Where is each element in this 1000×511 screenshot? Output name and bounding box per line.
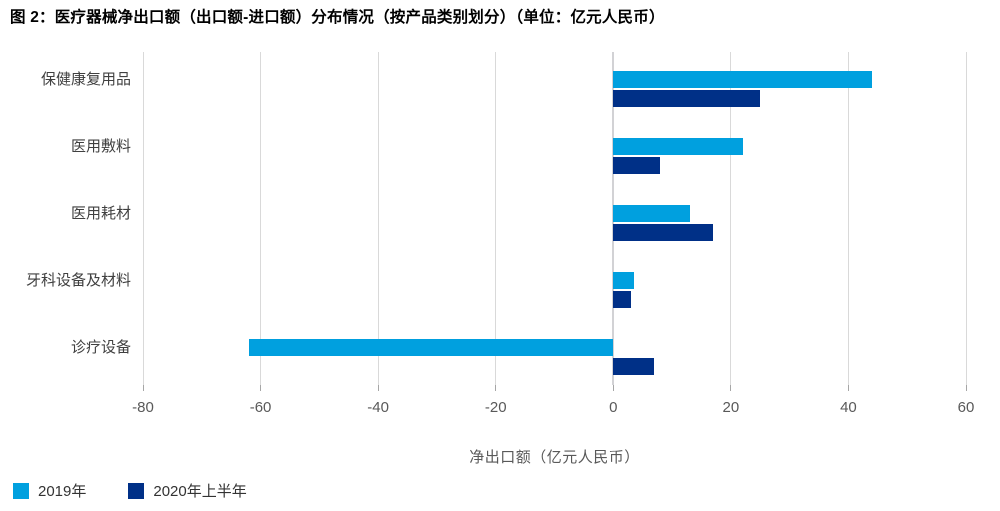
x-axis-tick (730, 385, 732, 391)
bar-series2-row2 (613, 157, 661, 174)
category-label: 诊疗设备 (70, 338, 131, 356)
gridline (377, 52, 379, 385)
category-label: 保健康复用品 (40, 70, 131, 88)
x-tick-label: 60 (957, 399, 975, 416)
x-axis-tick (377, 385, 379, 391)
category-label: 医用耗材 (70, 204, 131, 222)
x-axis-title: 净出口额（亿元人民币） (469, 449, 640, 466)
bar-series1-row1 (613, 71, 872, 88)
x-tick-label: 20 (722, 399, 740, 416)
bar-series2-row1 (613, 90, 761, 107)
x-tick-label: 40 (840, 399, 857, 416)
legend-item-series2: 2020年上半年 (128, 480, 247, 501)
bar-series1-row5 (248, 339, 614, 356)
category-label: 医用敷料 (70, 137, 131, 155)
legend-label: 2019年 (38, 483, 87, 500)
bar-series1-row4 (613, 272, 634, 289)
chart-title: 图 2：医疗器械净出口额（出口额-进口额）分布情况（按产品类别划分）（单位：亿元… (10, 9, 665, 26)
y-axis-category-labels: 保健康复用品医用敷料医用耗材牙科设备及材料诊疗设备 (0, 0, 131, 511)
x-tick-label: 0 (609, 399, 618, 416)
gridline (847, 52, 849, 385)
bar-series2-row4 (613, 291, 631, 308)
category-label: 牙科设备及材料 (25, 271, 131, 289)
bar-series1-row2 (613, 138, 743, 155)
x-tick-label: -40 (367, 399, 389, 416)
legend-swatch-icon (13, 482, 29, 499)
x-axis-tick (142, 385, 144, 391)
x-tick-label: -80 (132, 399, 154, 416)
legend: 2019年 2020年上半年 (13, 480, 289, 501)
x-axis-tick (495, 385, 497, 391)
legend-label: 2020年上半年 (153, 483, 247, 500)
bar-series2-row3 (613, 224, 714, 241)
x-axis-tick (612, 385, 614, 391)
gridline (142, 52, 144, 385)
bar-series1-row3 (613, 205, 690, 222)
legend-swatch-icon (128, 482, 145, 499)
x-axis-tick (847, 385, 849, 391)
x-tick-label: -60 (249, 399, 272, 416)
gridline (495, 52, 497, 385)
x-tick-label: -20 (484, 399, 507, 416)
bar-series2-row5 (613, 358, 655, 375)
gridline (730, 52, 732, 385)
x-axis-tick (260, 385, 262, 391)
gridline (965, 52, 967, 385)
plot-area (142, 52, 967, 391)
legend-item-series1: 2019年 (13, 480, 86, 501)
gridline (260, 52, 262, 385)
x-axis-tick (965, 385, 967, 391)
